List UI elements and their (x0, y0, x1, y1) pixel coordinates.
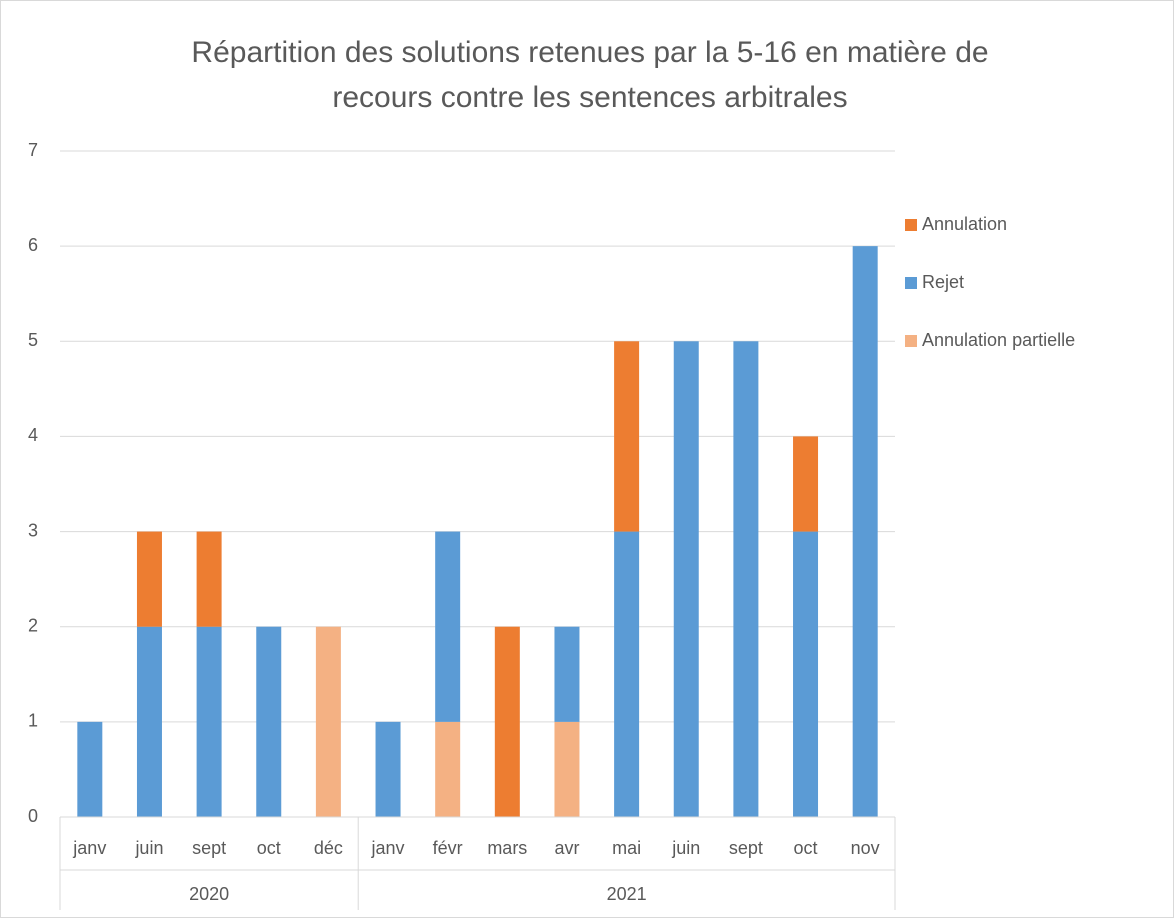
bar-segment (196, 531, 222, 627)
bar-segment (375, 721, 401, 817)
x-tick-label: juin (671, 838, 700, 858)
bar-segment (793, 531, 819, 817)
legend-label: Rejet (922, 272, 964, 292)
bar-segment (256, 626, 282, 817)
chart-title: Répartition des solutions retenues par l… (191, 36, 989, 114)
y-tick-label: 5 (28, 330, 38, 350)
legend-label: Annulation partielle (922, 330, 1075, 350)
y-tick-label: 4 (28, 425, 38, 445)
bar-segment (793, 436, 819, 532)
y-tick-label: 1 (28, 711, 38, 731)
bar-segment (494, 626, 520, 817)
y-tick-label: 2 (28, 615, 38, 635)
bar-segment (733, 341, 759, 817)
x-tick-label: déc (314, 838, 343, 858)
bar-segment (435, 721, 461, 817)
x-tick-label: janv (72, 838, 106, 858)
bar-segment (196, 626, 222, 817)
x-tick-label: sept (729, 838, 763, 858)
bar-segment (852, 246, 878, 818)
y-tick-label: 3 (28, 520, 38, 540)
bar-segment (77, 721, 103, 817)
legend-label: Annulation (922, 214, 1007, 234)
x-tick-label: juin (134, 838, 163, 858)
y-tick-label: 6 (28, 235, 38, 255)
legend-swatch (905, 277, 917, 289)
x-tick-label: sept (192, 838, 226, 858)
legend-swatch (905, 335, 917, 347)
x-tick-label: avr (554, 838, 579, 858)
x-tick-label: oct (794, 838, 818, 858)
x-tick-label: févr (433, 838, 463, 858)
bar-segment (315, 626, 341, 817)
bar-segment (435, 531, 461, 722)
group-label: 2021 (607, 884, 647, 904)
bar-segment (673, 341, 699, 817)
bar-segment (136, 626, 162, 817)
x-tick-label: janv (371, 838, 405, 858)
y-tick-label: 7 (28, 140, 38, 160)
bar-segment (614, 531, 640, 817)
y-tick-label: 0 (28, 806, 38, 826)
bar-segment (614, 341, 640, 532)
x-tick-label: mai (612, 838, 641, 858)
legend-swatch (905, 219, 917, 231)
x-tick-label: mars (487, 838, 527, 858)
x-tick-label: nov (851, 838, 880, 858)
bar-segment (136, 531, 162, 627)
bar-segment (554, 721, 580, 817)
group-label: 2020 (189, 884, 229, 904)
bar-segment (554, 626, 580, 722)
x-tick-label: oct (257, 838, 281, 858)
